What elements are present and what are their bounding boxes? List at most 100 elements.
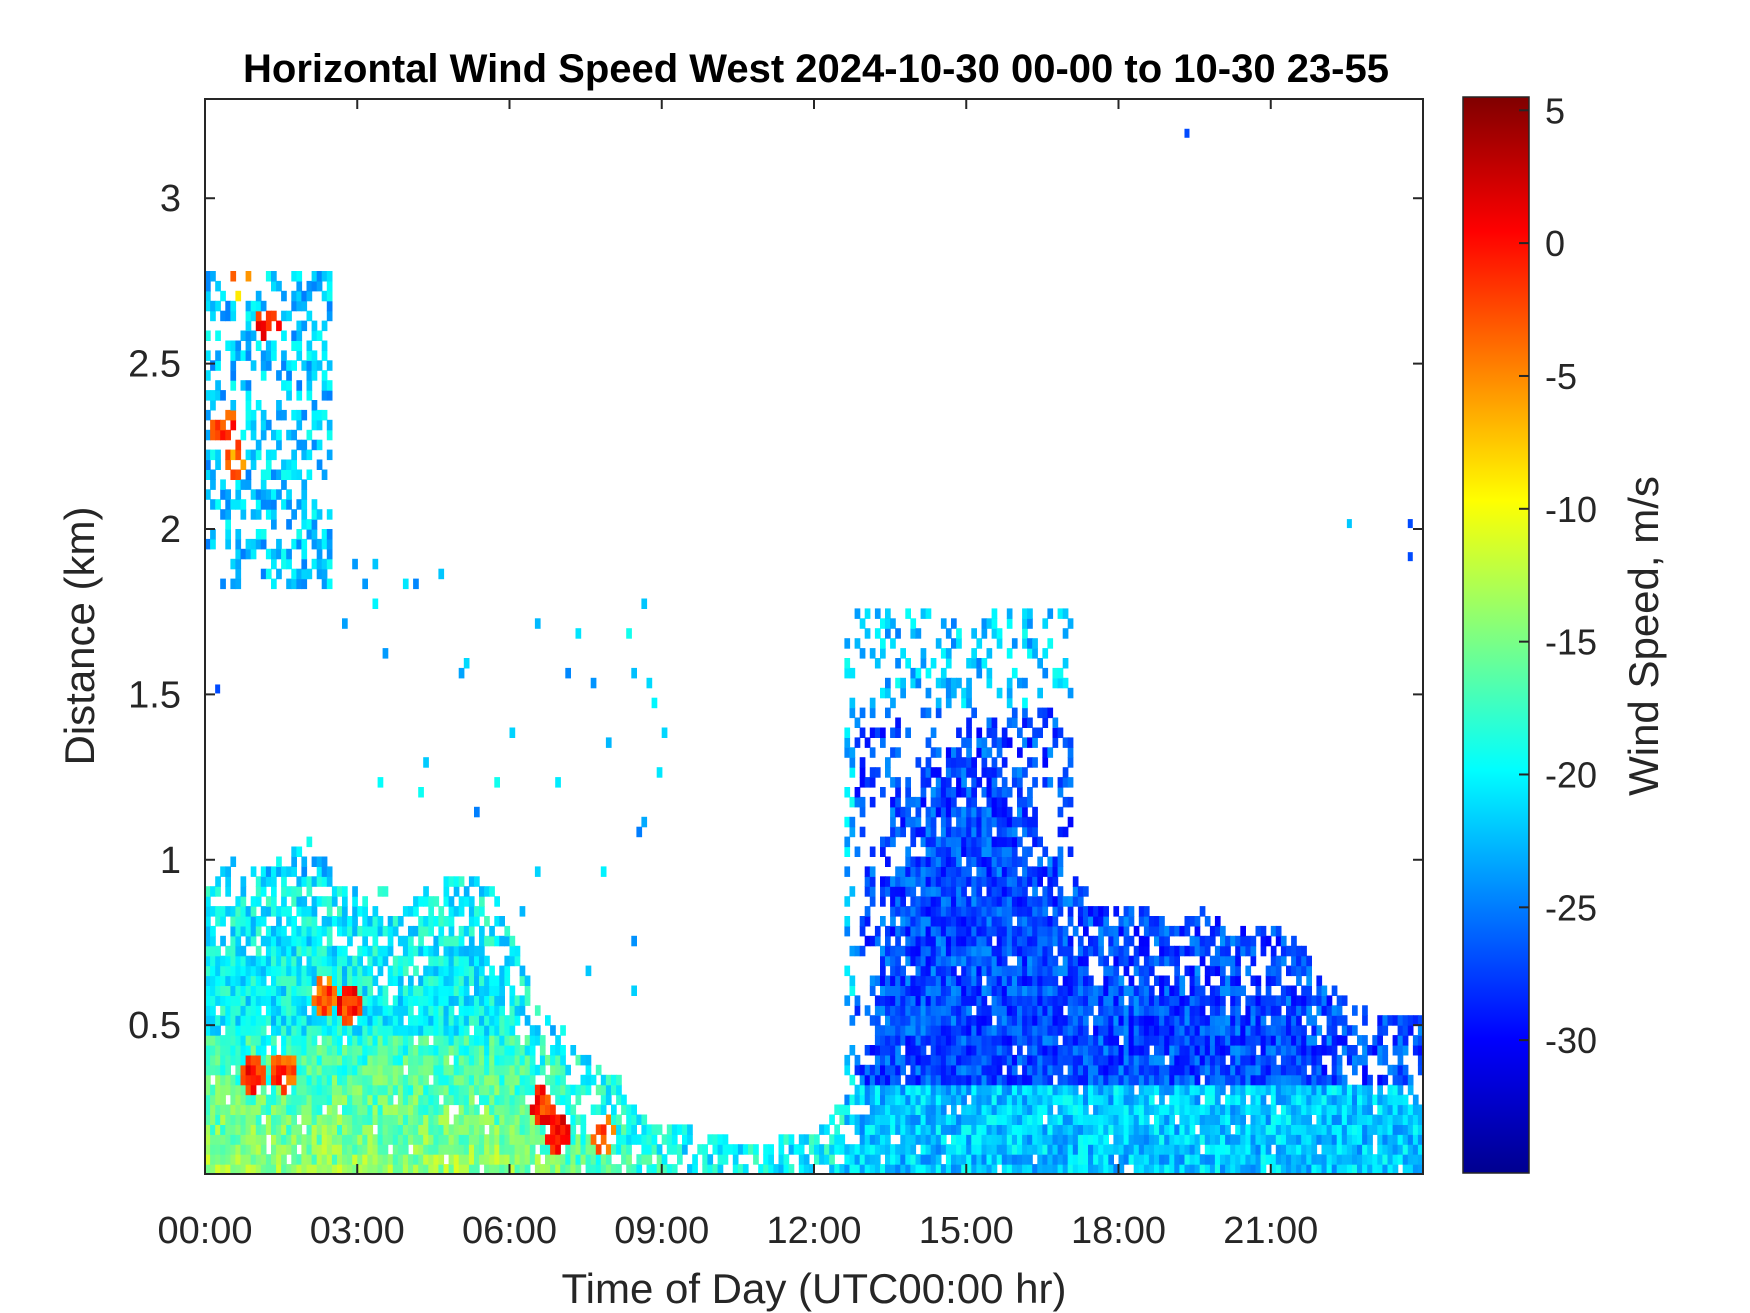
heatmap-cell [301,1045,308,1056]
heatmap-cell [271,449,277,461]
heatmap-cell [956,925,962,937]
heatmap-cell [854,787,861,798]
heatmap-cell [545,1164,551,1175]
heatmap-cell [1067,687,1074,699]
heatmap-cell [392,995,399,1006]
heatmap-cell [1011,1144,1018,1155]
heatmap-cell [1072,1144,1079,1155]
heatmap-cell [951,1124,957,1135]
heatmap-cell [352,1045,358,1056]
heatmap-cell [1022,1025,1028,1036]
heatmap-cell [1214,1084,1221,1096]
heatmap-cell [890,886,896,897]
heatmap-cell [1067,1005,1074,1016]
heatmap-cell [1006,945,1013,957]
heatmap-cell [362,578,368,590]
heatmap-cell [245,965,252,977]
heatmap-cell [230,925,237,937]
heatmap-cell [306,906,313,917]
heatmap-cell [225,975,231,986]
heatmap-cell [225,1005,231,1016]
heatmap-cell [915,1074,922,1086]
heatmap-cell [1245,1154,1252,1165]
heatmap-cell [499,1104,505,1115]
heatmap-cell [408,1035,414,1046]
heatmap-cell [1037,896,1043,907]
heatmap-cell [1057,1054,1064,1066]
heatmap-cell [1017,1035,1023,1046]
heatmap-cell [1011,1114,1018,1125]
heatmap-cell [971,767,977,778]
heatmap-cell [240,945,247,957]
heatmap-cell [286,916,292,927]
heatmap-cell [418,1084,424,1096]
heatmap-cell [1047,955,1054,967]
heatmap-cell [250,330,257,341]
heatmap-cell [1006,717,1013,728]
heatmap-cell [986,906,993,917]
heatmap-cell [301,290,308,302]
heatmap-cell [382,648,389,659]
heatmap-cell [245,925,252,937]
heatmap-cell [321,558,328,570]
heatmap-cell [296,995,303,1006]
heatmap-cell [1250,1074,1257,1086]
heatmap-cell [1204,1035,1211,1046]
heatmap-cell [824,1144,830,1155]
heatmap-cell [1143,925,1150,937]
heatmap-cell [1240,1084,1246,1096]
heatmap-cell [991,1005,998,1016]
heatmap-cell [276,1154,282,1165]
heatmap-cell [489,1164,495,1175]
heatmap-cell [291,1164,297,1175]
heatmap-cell [306,429,313,441]
heatmap-cell [397,1144,404,1155]
heatmap-cell [387,916,394,927]
heatmap-cell [1194,995,1201,1006]
heatmap-cell [1230,1025,1236,1036]
heatmap-cell [291,1134,297,1145]
heatmap-cell [854,717,861,728]
heatmap-cell [915,816,922,828]
heatmap-cell [951,1094,957,1106]
heatmap-cell [453,1025,460,1036]
heatmap-cell [1143,906,1150,917]
heatmap-cell [509,1045,516,1056]
heatmap-cell [1143,945,1150,957]
heatmap-cell [1006,1074,1013,1086]
heatmap-cell [1245,1035,1252,1046]
heatmap-cell [326,529,333,540]
heatmap-cell [1154,1124,1160,1135]
heatmap-cell [971,1045,977,1056]
heatmap-cell [1194,975,1201,986]
heatmap-cell [250,955,257,967]
heatmap-cell [1062,1054,1069,1066]
heatmap-cell [1037,1025,1043,1036]
heatmap-cell [316,1154,323,1165]
heatmap-cell [296,1104,303,1115]
heatmap-cell [326,945,333,957]
heatmap-cell [326,1025,333,1036]
heatmap-cell [808,1134,815,1145]
heatmap-cell [255,300,262,312]
heatmap-cell [550,1074,556,1086]
heatmap-cell [616,1134,622,1145]
heatmap-cell [986,935,993,947]
heatmap-cell [494,1015,500,1026]
heatmap-cell [966,1054,972,1066]
heatmap-cell [1159,1084,1165,1096]
heatmap-cell [1042,896,1049,907]
heatmap-cell [1083,1025,1089,1036]
heatmap-cell [276,1054,282,1066]
heatmap-cell [286,459,292,470]
heatmap-cell [311,1114,318,1125]
heatmap-cell [940,1074,947,1086]
heatmap-cell [905,935,911,947]
heatmap-cell [1047,777,1054,788]
heatmap-cell [1083,945,1089,957]
heatmap-cell [920,608,927,619]
heatmap-cell [423,896,429,907]
heatmap-cell [311,1064,318,1076]
heatmap-cell [438,975,445,986]
heatmap-cell [930,955,937,967]
